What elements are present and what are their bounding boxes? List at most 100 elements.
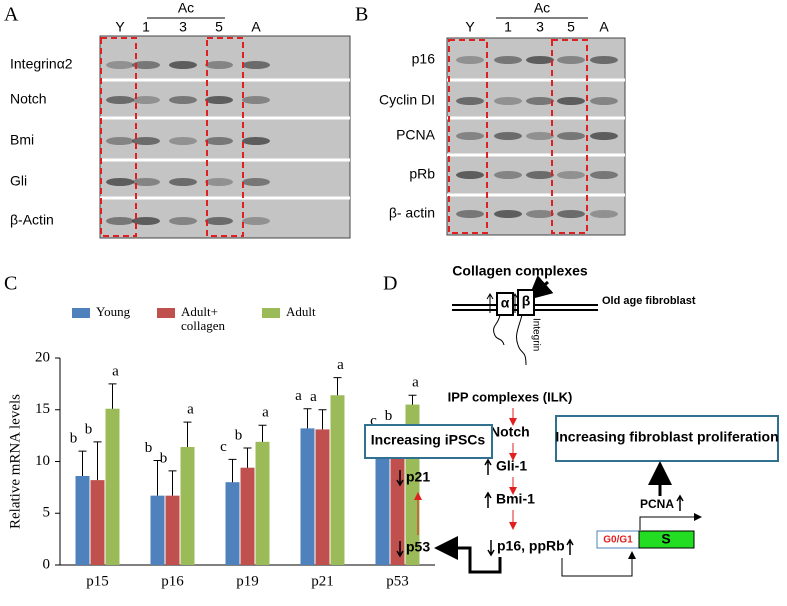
band bbox=[205, 61, 233, 69]
label: Collagen complexes bbox=[452, 263, 588, 279]
row-label: Integrinα2 bbox=[10, 56, 73, 72]
label: Old age fibroblast bbox=[602, 295, 696, 307]
lane-group: Ac bbox=[178, 0, 194, 16]
panel-label: A bbox=[4, 4, 19, 26]
band bbox=[106, 178, 134, 186]
error-bar bbox=[93, 441, 102, 481]
lane-group: Ac bbox=[534, 0, 550, 16]
y-axis-label: Relative mRNA levels bbox=[7, 394, 23, 529]
lane-label: 3 bbox=[179, 19, 187, 35]
label: α bbox=[501, 295, 510, 311]
band bbox=[557, 132, 585, 140]
arrow bbox=[561, 551, 636, 577]
error-bar bbox=[303, 408, 312, 429]
error-bar bbox=[333, 377, 342, 396]
band bbox=[494, 97, 522, 105]
significance-letter: b bbox=[70, 431, 78, 447]
band bbox=[590, 132, 618, 140]
band bbox=[526, 97, 554, 105]
row-label: Bmi bbox=[10, 132, 34, 148]
band bbox=[557, 210, 585, 218]
band bbox=[242, 178, 270, 186]
label: S bbox=[661, 531, 670, 547]
bar bbox=[75, 475, 90, 565]
highlight bbox=[206, 37, 244, 237]
y-tick-label: 10 bbox=[35, 453, 50, 469]
bar bbox=[255, 441, 270, 565]
arrow bbox=[434, 536, 502, 574]
integrin-tail bbox=[493, 314, 527, 366]
band bbox=[205, 137, 233, 145]
band bbox=[494, 210, 522, 218]
row-label: Gli bbox=[10, 173, 27, 189]
band bbox=[132, 178, 160, 186]
label: IPP complexes (ILK) bbox=[448, 389, 573, 404]
lane-label: A bbox=[599, 19, 609, 35]
beta-box bbox=[517, 289, 535, 316]
band bbox=[169, 61, 197, 69]
row-label: PCNA bbox=[396, 127, 436, 143]
error-bar bbox=[228, 458, 237, 483]
y-tick-label: 5 bbox=[43, 505, 51, 521]
significance-letter: b bbox=[160, 450, 168, 466]
lane-label: 1 bbox=[504, 19, 512, 35]
legend-label: Adult+ collagen bbox=[181, 304, 226, 333]
bar bbox=[315, 429, 330, 565]
lane-label: A bbox=[251, 19, 261, 35]
band bbox=[242, 61, 270, 69]
band bbox=[456, 171, 484, 179]
row-label: β- actin bbox=[389, 205, 435, 221]
x-tick-label: p16 bbox=[161, 573, 184, 589]
box bbox=[364, 424, 493, 459]
row-label: Cyclin DI bbox=[379, 92, 435, 108]
bar bbox=[390, 450, 405, 565]
band bbox=[169, 217, 197, 225]
significance-letter: c bbox=[220, 439, 227, 455]
error-bar bbox=[168, 470, 177, 496]
up-arrow bbox=[486, 293, 494, 313]
label: Gli-1 bbox=[496, 458, 527, 474]
y-tick-label: 0 bbox=[43, 556, 51, 572]
band bbox=[494, 171, 522, 179]
significance-letter: b bbox=[235, 427, 243, 443]
error-bar bbox=[108, 383, 117, 409]
band bbox=[456, 56, 484, 64]
band bbox=[205, 96, 233, 104]
legend-label: Adult bbox=[286, 304, 316, 319]
significance-letter: a bbox=[310, 389, 317, 405]
x-tick-label: p21 bbox=[311, 573, 334, 589]
lane-label: 5 bbox=[567, 19, 575, 35]
band bbox=[456, 132, 484, 140]
bar bbox=[180, 447, 195, 565]
band bbox=[494, 132, 522, 140]
label: β bbox=[522, 293, 531, 309]
band bbox=[526, 210, 554, 218]
label: Integrin bbox=[530, 318, 541, 351]
lane-label: 3 bbox=[536, 19, 544, 35]
band bbox=[557, 171, 585, 179]
band bbox=[169, 137, 197, 145]
label: Increasing fibroblast proliferation bbox=[555, 429, 778, 445]
legend-label: Young bbox=[96, 304, 131, 319]
label: Notch bbox=[490, 424, 530, 440]
significance-letter: a bbox=[187, 402, 194, 418]
x-tick-label: p15 bbox=[86, 573, 109, 589]
band bbox=[132, 137, 160, 145]
band bbox=[456, 210, 484, 218]
alpha-box bbox=[496, 292, 514, 316]
band bbox=[106, 137, 134, 145]
band bbox=[106, 217, 134, 225]
band bbox=[456, 97, 484, 105]
band bbox=[106, 96, 134, 104]
band bbox=[205, 217, 233, 225]
phase-box bbox=[638, 530, 695, 549]
error-bar bbox=[183, 421, 192, 448]
highlight bbox=[100, 37, 137, 237]
y-tick-label: 15 bbox=[35, 401, 50, 417]
band bbox=[590, 56, 618, 64]
arrow bbox=[639, 513, 702, 530]
band bbox=[494, 56, 522, 64]
highlight bbox=[551, 39, 588, 234]
band bbox=[526, 171, 554, 179]
